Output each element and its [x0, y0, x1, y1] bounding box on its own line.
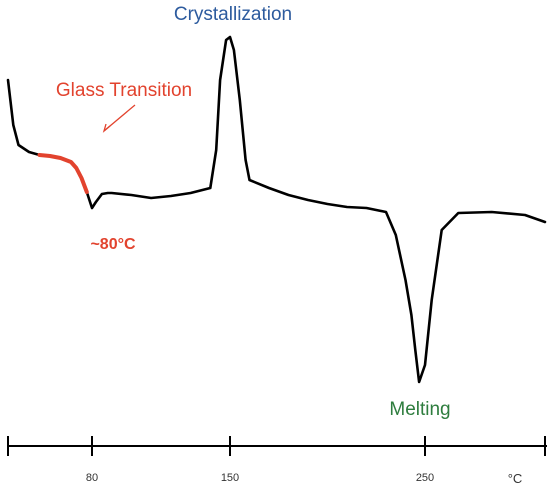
annotation-tg-value: ~80°C [90, 236, 136, 253]
x-tick-label-80: 80 [86, 472, 98, 484]
annotation-glass-transition: Glass Transition [56, 80, 192, 101]
glass-transition-highlight [37, 153, 89, 194]
annotation-crystallization: Crystallization [174, 4, 292, 25]
glass-transition-arrow [102, 104, 136, 133]
annotation-melting: Melting [389, 399, 450, 420]
x-tick-label-150: 150 [221, 472, 239, 484]
x-tick-label-250: 250 [416, 472, 434, 484]
x-axis: 80 150 250 [7, 436, 547, 484]
series-layer [6, 35, 547, 384]
x-axis-unit-label: °C [508, 471, 523, 486]
